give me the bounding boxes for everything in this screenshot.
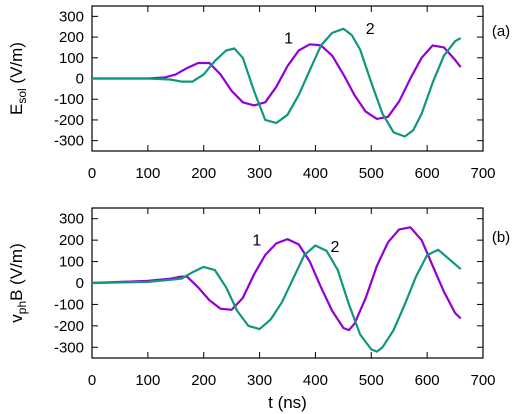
x-tick-label: 700 — [470, 372, 495, 389]
y-tick-label: 200 — [59, 232, 84, 249]
y-axis-label-unit: (V/m) — [7, 42, 26, 88]
y-axis-label-subscript: sol — [15, 88, 29, 103]
x-tick-label: 200 — [191, 165, 216, 182]
x-tick-label: 500 — [359, 165, 384, 182]
y-tick-label: 100 — [59, 254, 84, 271]
y-tick-label: -100 — [54, 296, 84, 313]
x-tick-label: 0 — [88, 165, 96, 182]
curve-label-1: 1 — [284, 30, 293, 47]
x-tick-label: 600 — [415, 165, 440, 182]
curve-label-2: 2 — [331, 239, 340, 256]
y-tick-label: -100 — [54, 91, 84, 108]
plot-frame — [91, 207, 484, 359]
curve-label-2: 2 — [366, 21, 375, 38]
y-axis-label-main: v — [7, 314, 26, 323]
panel-label: (a) — [492, 23, 510, 40]
y-tick-label: 0 — [76, 71, 84, 88]
x-axis-label: t (ns) — [268, 393, 307, 412]
y-axis-label: vphB (V/m) — [7, 243, 29, 322]
x-tick-label: 400 — [303, 165, 328, 182]
y-tick-label: -300 — [54, 133, 84, 150]
panel-label: (b) — [492, 229, 510, 246]
x-tick-label: 600 — [415, 372, 440, 389]
x-tick-label: 200 — [191, 372, 216, 389]
y-tick-label: 200 — [59, 29, 84, 46]
y-axis-label: Esol (V/m) — [7, 42, 29, 115]
y-tick-label: 300 — [59, 8, 84, 25]
x-tick-label: 400 — [303, 372, 328, 389]
panel-b: 0 100 200 300 400 500 600 700 300 200 100 0 -100 -200… — [7, 207, 510, 412]
y-tick-label: -200 — [54, 318, 84, 335]
x-tick-label: 0 — [88, 372, 96, 389]
x-tick-label: 500 — [359, 372, 384, 389]
series-line-2 — [92, 27, 462, 138]
series-line-1 — [92, 43, 462, 121]
panel-a: 0 100 200 300 400 500 600 700 300 200 100 0 -100 -200… — [7, 5, 510, 182]
y-tick-label: -300 — [54, 339, 84, 356]
y-tick-label: -200 — [54, 112, 84, 129]
y-tick-label: 100 — [59, 50, 84, 67]
y-axis-label-unit: B (V/m) — [7, 243, 26, 301]
curve-label-1: 1 — [252, 233, 261, 250]
x-tick-label: 700 — [470, 165, 495, 182]
y-tick-label: 0 — [76, 275, 84, 292]
x-tick-label: 100 — [135, 372, 160, 389]
x-tick-label: 300 — [247, 372, 272, 389]
series-line-2 — [91, 244, 462, 353]
x-tick-label: 100 — [135, 165, 160, 182]
series-line-1 — [91, 226, 462, 332]
y-tick-label: 300 — [59, 211, 84, 228]
x-tick-label: 300 — [247, 165, 272, 182]
y-axis-label-subscript: ph — [15, 301, 29, 314]
y-axis-label-main: E — [7, 104, 26, 115]
